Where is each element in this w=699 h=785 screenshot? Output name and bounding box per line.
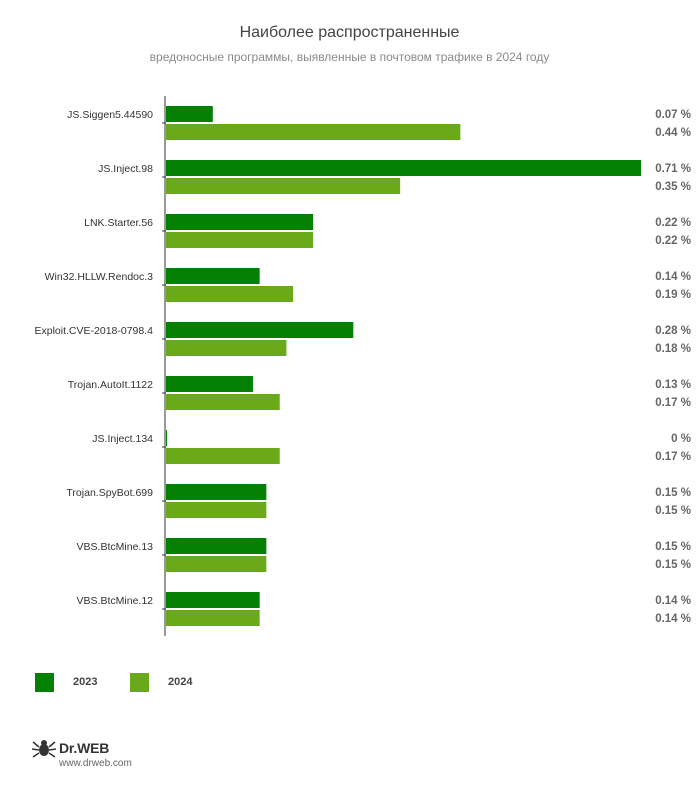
value-label-2023: 0.71 % (655, 163, 691, 175)
value-label-2024: 0.44 % (655, 127, 691, 139)
bar-2024 (166, 124, 461, 140)
value-label-2024: 0.15 % (655, 559, 691, 571)
category-label: LNK.Starter.56 (84, 217, 153, 229)
bar-2023 (166, 376, 253, 392)
value-label-2024: 0.15 % (655, 505, 691, 517)
bar-2024 (166, 232, 314, 248)
bar-2023 (166, 268, 260, 284)
category-label: Trojan.AutoIt.1122 (68, 379, 153, 391)
bar-2024 (166, 502, 267, 518)
value-label-2023: 0.15 % (655, 487, 691, 499)
chart-subtitle: вредоносные программы, выявленные в почт… (149, 50, 550, 64)
value-label-2023: 0.15 % (655, 541, 691, 553)
bar-2024 (166, 394, 280, 410)
category-label: Exploit.CVE-2018-0798.4 (35, 325, 154, 337)
category-label: VBS.BtcMine.12 (77, 595, 154, 607)
legend-item-2024: 2024 (130, 672, 192, 692)
value-label-2024: 0.18 % (655, 343, 691, 355)
value-label-2023: 0.14 % (655, 271, 691, 283)
chart-marks: JS.Siggen5.44590 0.07 % 0.44 % JS.Inject.98… (35, 106, 691, 626)
legend-label-2024: 2024 (168, 676, 193, 688)
brand-logo-text: Dr.WEB (59, 740, 110, 756)
bar-2023 (166, 322, 354, 338)
legend-item-2023: 2023 (35, 672, 97, 692)
value-label-2024: 0.35 % (655, 181, 691, 193)
drweb-spider-icon (31, 740, 57, 758)
bar-2024 (166, 340, 287, 356)
category-label: VBS.BtcMine.13 (77, 541, 154, 553)
bar-2023 (166, 160, 641, 176)
value-label-2024: 0.17 % (655, 451, 691, 463)
bar-2024 (166, 556, 267, 572)
bar-2023 (166, 484, 267, 500)
bar-chart: JS.Siggen5.44590 0.07 % 0.44 % JS.Inject.98… (35, 96, 691, 636)
value-label-2024: 0.22 % (655, 235, 691, 247)
value-label-2024: 0.14 % (655, 613, 691, 625)
category-label: JS.Inject.98 (98, 163, 153, 175)
bar-2023 (166, 430, 167, 446)
value-label-2023: 0.07 % (655, 109, 691, 121)
bar-2024 (166, 286, 294, 302)
bar-2023 (166, 214, 314, 230)
value-label-2023: 0.22 % (655, 217, 691, 229)
bar-2023 (166, 106, 213, 122)
bar-2024 (166, 610, 260, 626)
bar-2023 (166, 592, 260, 608)
category-label: Trojan.SpyBot.699 (66, 487, 153, 499)
legend-swatch-2024 (130, 672, 149, 692)
value-label-2024: 0.17 % (655, 397, 691, 409)
value-label-2024: 0.19 % (655, 289, 691, 301)
value-label-2023: 0.14 % (655, 595, 691, 607)
bar-2024 (166, 178, 401, 194)
brand-url: www.drweb.com (59, 758, 132, 769)
chart-title: Наиболее распространенные (239, 24, 460, 41)
value-label-2023: 0.28 % (655, 325, 691, 337)
bar-2024 (166, 448, 280, 464)
category-label: JS.Siggen5.44590 (67, 109, 153, 121)
value-label-2023: 0.13 % (655, 379, 691, 391)
category-label: Win32.HLLW.Rendoc.3 (45, 271, 154, 283)
value-label-2023: 0 % (671, 433, 691, 445)
category-label: JS.Inject.134 (92, 433, 153, 445)
legend-swatch-2023 (35, 672, 54, 692)
bar-2023 (166, 538, 267, 554)
legend-label-2023: 2023 (73, 676, 98, 688)
